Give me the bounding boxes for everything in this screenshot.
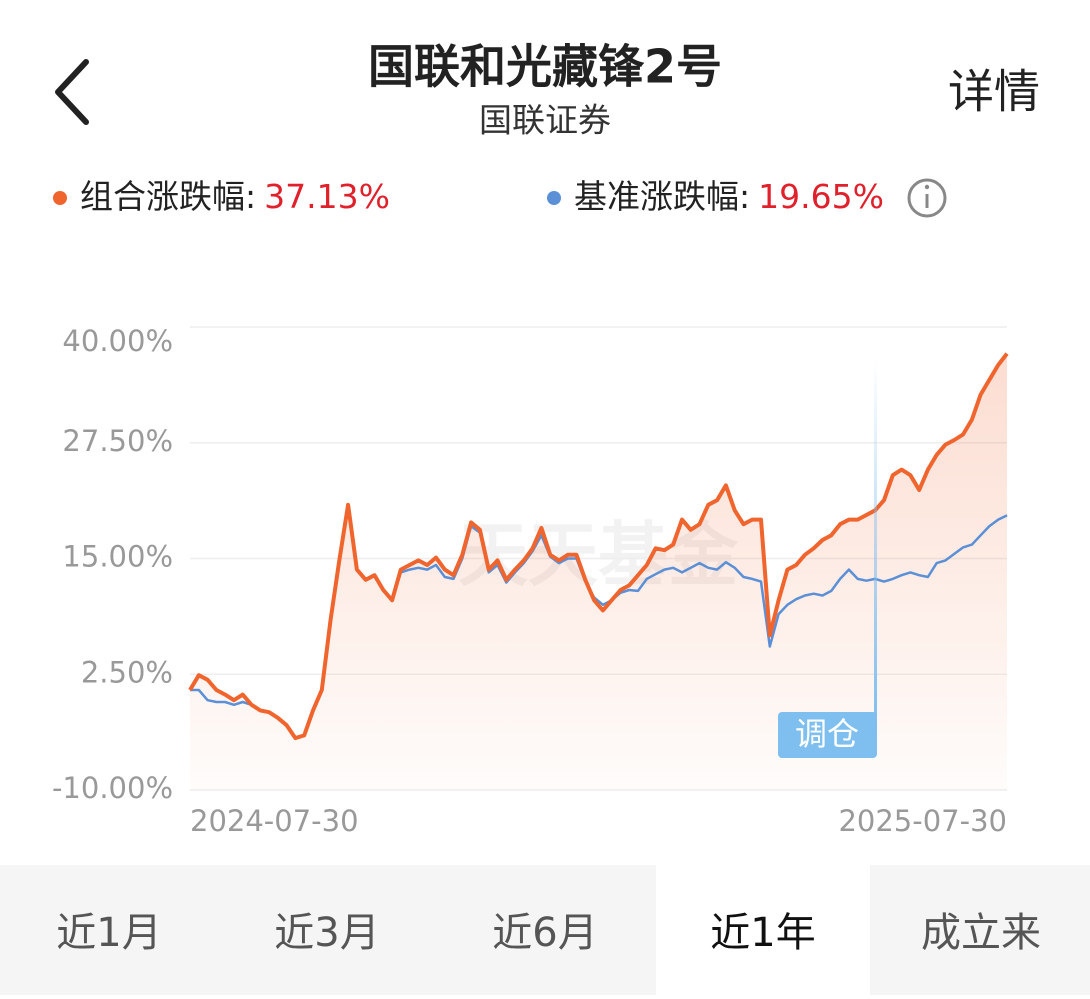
y-tick-label: 15.00% bbox=[62, 540, 173, 574]
y-tick-label: 40.00% bbox=[62, 324, 173, 358]
tab[interactable]: 近1月 bbox=[56, 910, 161, 956]
legend-value: 19.65% bbox=[758, 177, 884, 216]
y-tick-label: 2.50% bbox=[81, 655, 173, 689]
back-button[interactable] bbox=[55, 59, 89, 125]
legend-value: 37.13% bbox=[264, 177, 390, 216]
y-tick-label: 27.50% bbox=[62, 424, 173, 458]
subtitle: 国联证券 bbox=[479, 101, 611, 140]
legend-label: 基准涨跌幅: 19.65% bbox=[574, 177, 884, 216]
tab[interactable]: 近6月 bbox=[492, 910, 597, 956]
plot: 天天基金-10.00%2.50%15.00%27.50%40.00%2024-0… bbox=[52, 324, 1009, 838]
y-tick-label: -10.00% bbox=[52, 771, 173, 805]
legend-dot bbox=[53, 191, 67, 205]
series-line bbox=[188, 352, 1009, 741]
area bbox=[190, 353, 1007, 790]
tab-bar bbox=[0, 865, 1090, 995]
title: 国联和光藏锋2号 bbox=[368, 40, 722, 94]
legend-name: 基准涨跌幅: bbox=[574, 177, 750, 216]
tab[interactable]: 近3月 bbox=[274, 910, 379, 956]
x-tick-label: 2025-07-30 bbox=[838, 804, 1007, 838]
tabs: 近1月 近3月 近6月 近1年 成立来 bbox=[56, 865, 1041, 995]
annotation-label: 调仓 bbox=[795, 715, 859, 753]
legend-label: 组合涨跌幅: 37.13% bbox=[80, 177, 390, 216]
active-tab[interactable]: 近1年 bbox=[710, 910, 815, 956]
info-icon-dot bbox=[924, 184, 930, 190]
legend-name: 组合涨跌幅: bbox=[80, 177, 256, 216]
detail-link[interactable]: 详情 bbox=[948, 65, 1040, 119]
tab[interactable]: 成立来 bbox=[921, 910, 1041, 956]
annotation-box bbox=[778, 712, 877, 758]
legend: 组合涨跌幅: 37.13% 基准涨跌幅: 19.65% bbox=[53, 177, 884, 216]
info-icon[interactable] bbox=[907, 178, 947, 218]
annotation-line bbox=[874, 360, 877, 720]
legend-dot bbox=[547, 191, 561, 205]
active-tab-bg bbox=[656, 865, 870, 995]
x-tick-label: 2024-07-30 bbox=[190, 804, 359, 838]
